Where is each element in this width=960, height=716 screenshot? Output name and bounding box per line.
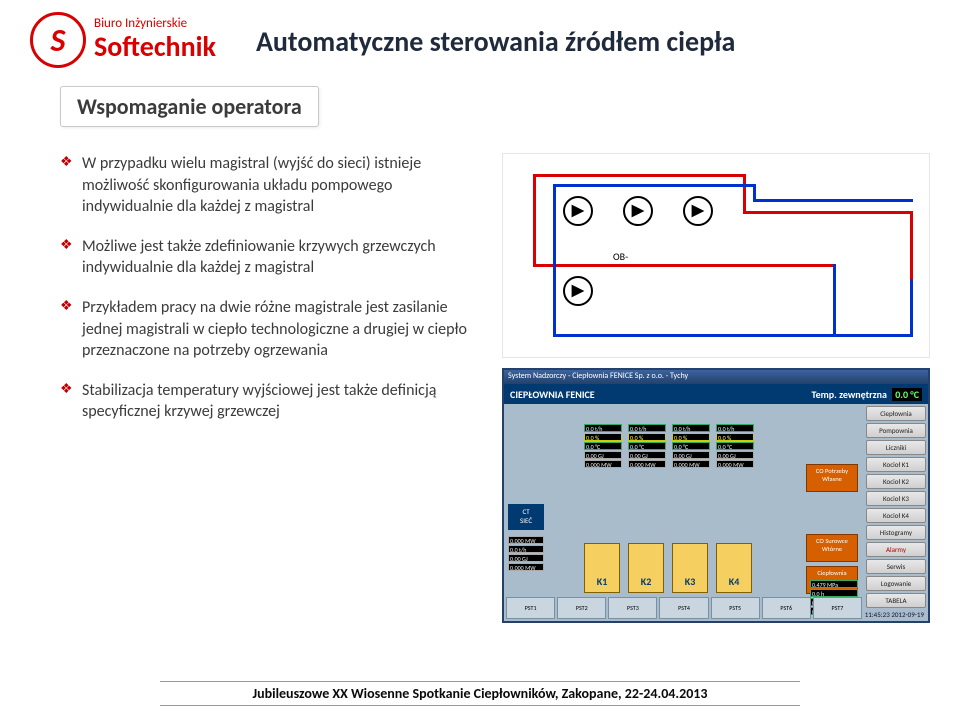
- scada-readout: 0.0 %: [716, 433, 754, 441]
- scada-pst: PST6: [762, 597, 811, 619]
- scada-co-box: CO Surowce Wtórne: [806, 534, 858, 562]
- pump-icon: [623, 196, 653, 226]
- scada-pst: PST2: [557, 597, 606, 619]
- scada-readout: 0.0 %: [628, 433, 666, 441]
- bullet-item: Stabilizacja temperatury wyjściowej jest…: [60, 380, 478, 423]
- scada-readout: 0.479 MPa: [810, 580, 858, 588]
- scada-nav-button[interactable]: Ciepłownia: [866, 406, 926, 421]
- scada-readout: 0.00 GJ: [508, 554, 544, 562]
- scada-nav-button[interactable]: Alarmy: [866, 542, 926, 557]
- scada-boiler: K3: [672, 543, 708, 593]
- scada-nav-button[interactable]: Kocioł K3: [866, 491, 926, 506]
- pump-icon: [563, 276, 593, 306]
- scada-nav-button[interactable]: Logowanie: [866, 576, 926, 591]
- figures-column: OB- System Nadzorczy - Ciepłownia FENICE…: [502, 153, 930, 623]
- footer-text: Jubileuszowe XX Wiosenne Spotkanie Ciepł…: [160, 681, 800, 706]
- scada-readouts: 0.000 MW 0.0 t/h 0.00 GJ 0.000 MW: [508, 536, 544, 571]
- bullet-item: Przykładem pracy na dwie różne magistral…: [60, 297, 478, 362]
- scada-nav-button[interactable]: TABELA: [866, 593, 926, 608]
- bullet-list: W przypadku wielu magistral (wyjść do si…: [60, 153, 478, 623]
- scada-nav-button[interactable]: Kocioł K2: [866, 474, 926, 489]
- logo-badge: S: [30, 12, 86, 68]
- boiler-label: K2: [629, 575, 663, 588]
- scada-nav-button[interactable]: Kocioł K1: [866, 457, 926, 472]
- scada-readout: 0.0 %: [584, 433, 622, 441]
- scada-readout: 0.0 h: [810, 589, 858, 597]
- scada-readout: 0.000 MW: [584, 460, 622, 468]
- scada-readout: 0.0 t/h: [672, 424, 710, 432]
- scada-temp-label: Temp. zewnętrzna: [812, 388, 887, 401]
- scada-pst: PST1: [506, 597, 555, 619]
- pump-icon: [683, 196, 713, 226]
- scada-pst: PST7: [813, 597, 862, 619]
- schematic-label: OB-: [613, 250, 628, 263]
- logo-text: Biuro Inżynierskie Softechnik: [94, 17, 216, 62]
- scada-readouts: 0.0 t/h 0.0 % 0.0 °C 0.00 GJ 0.000 MW: [628, 424, 666, 468]
- scada-nav-button[interactable]: Liczniki: [866, 440, 926, 455]
- scada-readout: 0.000 MW: [628, 460, 666, 468]
- scada-heading: CIEPŁOWNIA FENICE Temp. zewnętrzna 0.0 °…: [504, 384, 928, 404]
- scada-nav-button[interactable]: Histogramy: [866, 525, 926, 540]
- scada-ct-block: CTSIEĆ: [508, 504, 544, 530]
- scada-body: Ciepłownia Pompownia Liczniki Kocioł K1 …: [504, 404, 928, 621]
- scada-readout: 0.0 °C: [628, 442, 666, 450]
- scada-readout: 0.0 t/h: [628, 424, 666, 432]
- scada-boiler: K1: [584, 543, 620, 593]
- boiler-label: K4: [717, 575, 751, 588]
- scada-pst-row: PST1 PST2 PST3 PST4 PST5 PST6 PST7: [506, 597, 862, 619]
- slide-footer: Jubileuszowe XX Wiosenne Spotkanie Ciepł…: [0, 681, 960, 706]
- scada-sidebar: Ciepłownia Pompownia Liczniki Kocioł K1 …: [866, 406, 926, 608]
- scada-readout: 0.0 °C: [716, 442, 754, 450]
- scada-readout: 0.000 MW: [672, 460, 710, 468]
- scada-temp-value: 0.0 °C: [892, 388, 922, 401]
- scada-boiler: K4: [716, 543, 752, 593]
- scada-window-title: System Nadzorczy - Ciepłownia FENICE Sp.…: [504, 370, 928, 384]
- scada-readout: 0.00 GJ: [628, 451, 666, 459]
- pump-icon: [563, 196, 593, 226]
- scada-readout: 0.00 GJ: [716, 451, 754, 459]
- scada-readouts: 0.0 t/h 0.0 % 0.0 °C 0.00 GJ 0.000 MW: [672, 424, 710, 468]
- scada-readout: 0.000 MW: [716, 460, 754, 468]
- scada-readout: 0.000 MW: [508, 536, 544, 544]
- scada-readout: 0.00 GJ: [672, 451, 710, 459]
- scada-pst: PST4: [659, 597, 708, 619]
- scada-readout: 0.0 %: [672, 433, 710, 441]
- content-row: W przypadku wielu magistral (wyjść do si…: [0, 127, 960, 623]
- bullet-item: W przypadku wielu magistral (wyjść do si…: [60, 153, 478, 218]
- scada-heading-text: CIEPŁOWNIA FENICE: [510, 388, 595, 401]
- scada-readout: 0.0 t/h: [508, 545, 544, 553]
- scada-nav-button[interactable]: Serwis: [866, 559, 926, 574]
- bullet-item: Możliwe jest także zdefiniowanie krzywyc…: [60, 236, 478, 279]
- scada-nav-button[interactable]: Kocioł K4: [866, 508, 926, 523]
- piping-schematic: OB-: [502, 153, 930, 358]
- scada-pst: PST3: [608, 597, 657, 619]
- scada-timestamp: 11:45:23 2012-09-19: [865, 610, 924, 619]
- scada-readout: 0.000 MW: [508, 563, 544, 571]
- header: S Biuro Inżynierskie Softechnik Automaty…: [0, 0, 960, 68]
- section-title: Wspomaganie operatora: [60, 86, 319, 127]
- scada-boiler: K2: [628, 543, 664, 593]
- scada-readout: 0.00 GJ: [584, 451, 622, 459]
- scada-temp: Temp. zewnętrzna 0.0 °C: [812, 388, 922, 401]
- boiler-label: K3: [673, 575, 707, 588]
- scada-readout: 0.0 t/h: [584, 424, 622, 432]
- scada-readout: 0.0 °C: [584, 442, 622, 450]
- scada-nav-button[interactable]: Pompownia: [866, 423, 926, 438]
- logo-lower-text: Softechnik: [94, 32, 216, 63]
- scada-co-box: CO Potrzeby Własne: [806, 464, 858, 492]
- logo: S Biuro Inżynierskie Softechnik: [30, 12, 216, 68]
- scada-screenshot: System Nadzorczy - Ciepłownia FENICE Sp.…: [502, 368, 930, 623]
- scada-readouts: 0.0 t/h 0.0 % 0.0 °C 0.00 GJ 0.000 MW: [584, 424, 622, 468]
- scada-readout: 0.0 °C: [672, 442, 710, 450]
- boiler-label: K1: [585, 575, 619, 588]
- scada-readouts: 0.0 t/h 0.0 % 0.0 °C 0.00 GJ 0.000 MW: [716, 424, 754, 468]
- scada-readout: 0.0 t/h: [716, 424, 754, 432]
- page-title: Automatyczne sterowania źródłem ciepła: [236, 12, 930, 59]
- scada-pst: PST5: [711, 597, 760, 619]
